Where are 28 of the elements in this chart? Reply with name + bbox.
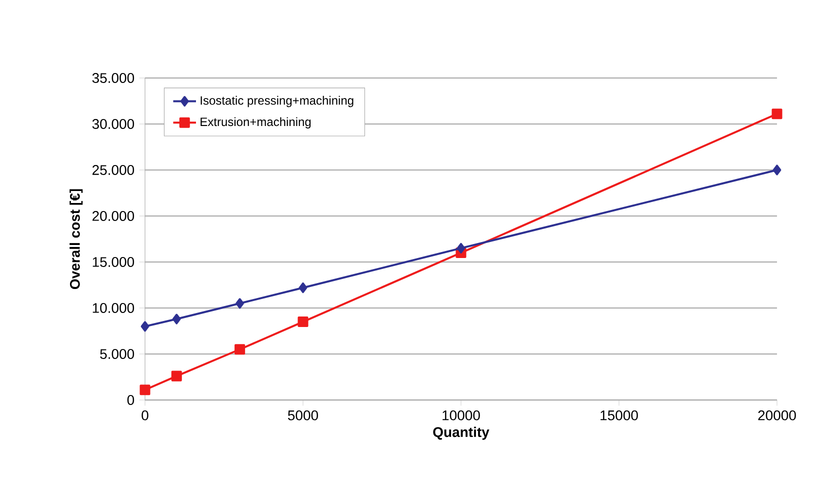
y-tick-label: 15.000 xyxy=(92,257,134,267)
point xyxy=(298,282,308,294)
point xyxy=(140,384,150,396)
point xyxy=(140,321,150,332)
y-tick-label: 5.000 xyxy=(100,349,134,359)
point xyxy=(456,242,466,254)
y-tick-label: 20.000 xyxy=(92,211,134,221)
y-tick-label: 35.000 xyxy=(92,73,134,83)
y-axis-title: Overall cost [€] xyxy=(70,189,83,290)
x-axis-title: Quantity xyxy=(433,426,490,440)
point xyxy=(298,316,308,328)
x-tick-label: 15000 xyxy=(600,410,638,420)
point xyxy=(772,164,782,176)
legend-label: Extrusion+machining xyxy=(200,117,311,128)
y-tick-label: 10.000 xyxy=(92,303,134,313)
y-tick-label: 25.000 xyxy=(92,165,134,175)
x-tick-label: 0 xyxy=(142,410,148,420)
point xyxy=(171,370,182,382)
x-tick-label: 5000 xyxy=(288,410,318,420)
legend-label: Isostatic pressing+machining xyxy=(200,96,354,108)
point xyxy=(172,314,181,324)
y-tick-label: 0 xyxy=(127,395,134,405)
x-tick-label: 20000 xyxy=(758,410,796,420)
point xyxy=(234,344,246,355)
point xyxy=(236,298,244,309)
y-tick-label: 30.000 xyxy=(92,119,134,129)
x-tick-label: 10000 xyxy=(442,410,480,420)
point xyxy=(772,108,782,120)
